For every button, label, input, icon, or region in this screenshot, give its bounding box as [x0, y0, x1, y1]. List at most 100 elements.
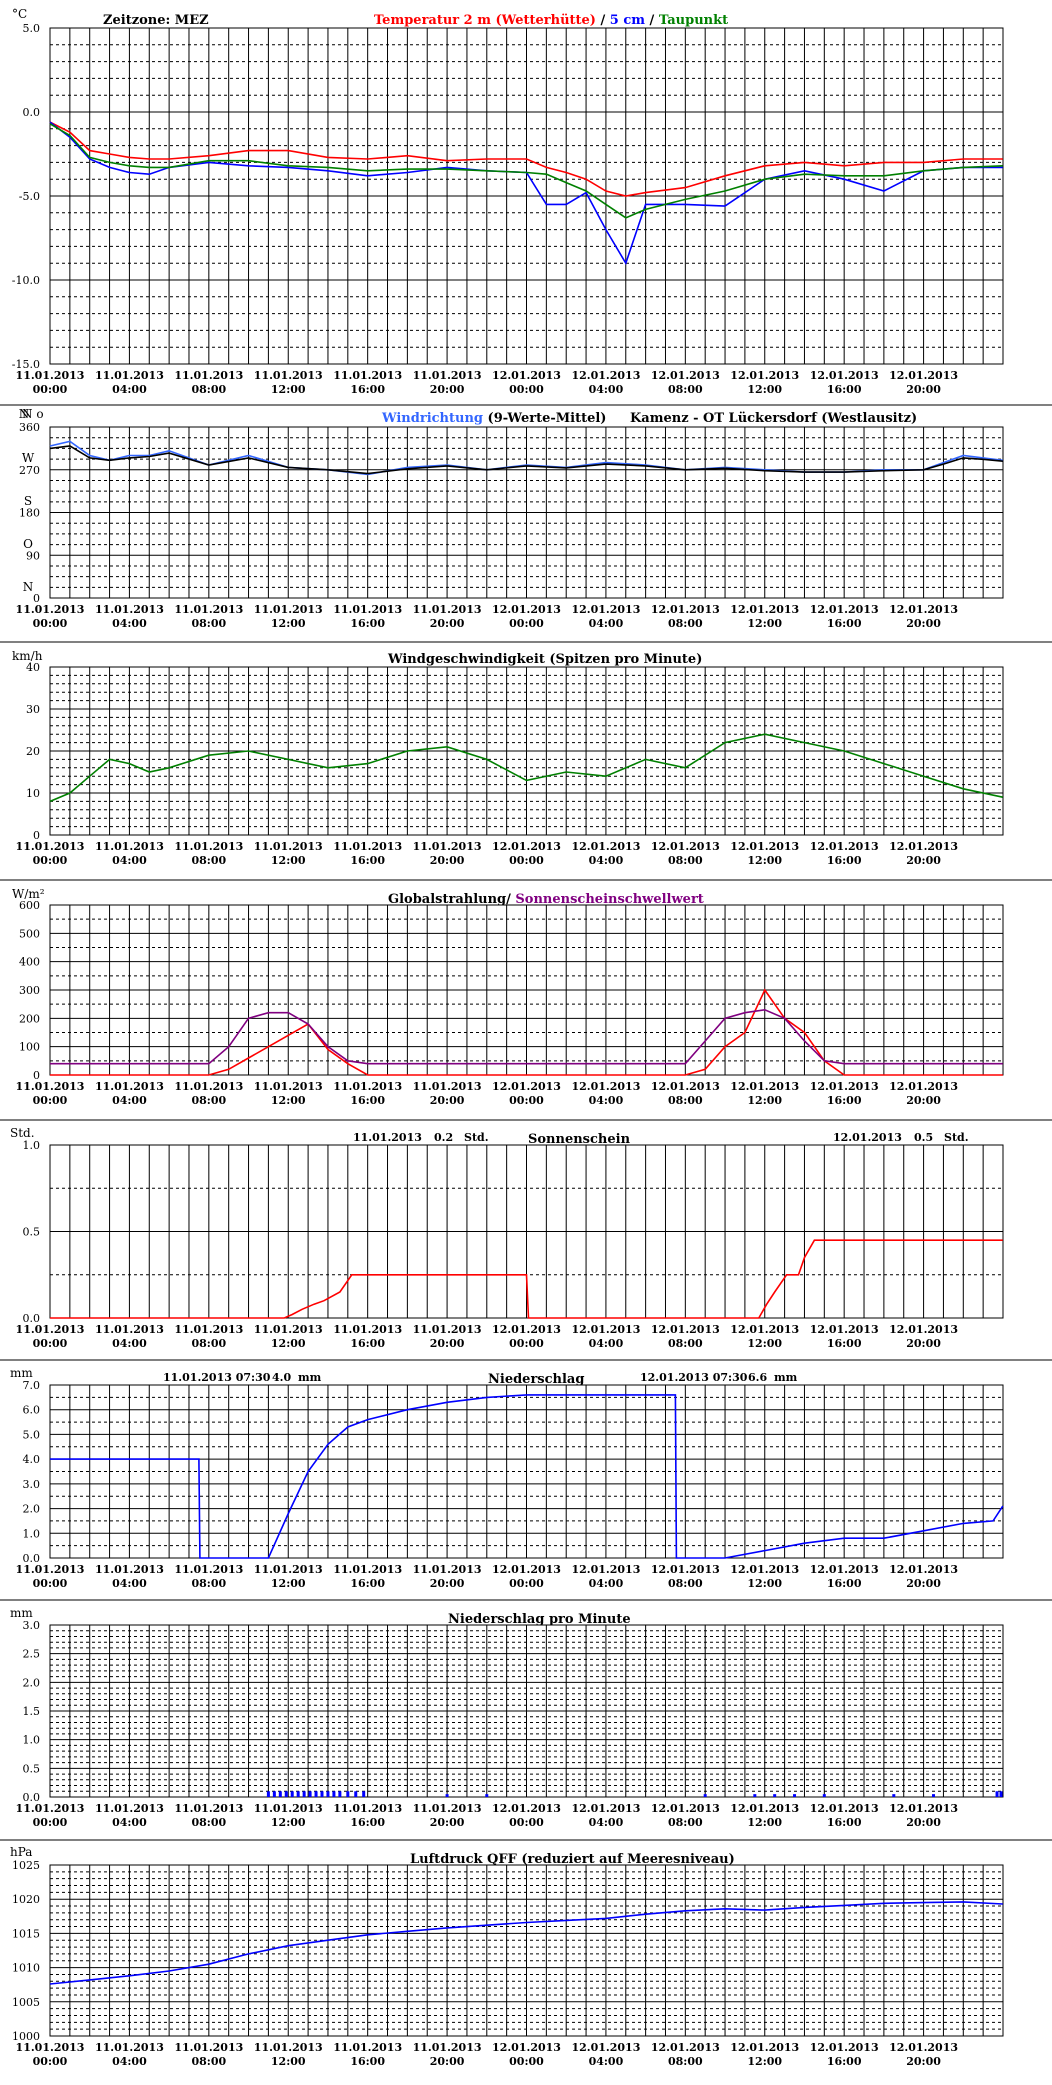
x-tick-time: 08:00 [668, 854, 703, 867]
y-tick-label: 0.0 [23, 1552, 41, 1565]
x-tick-time: 04:00 [589, 1337, 624, 1350]
x-tick-time: 20:00 [430, 1816, 465, 1829]
precip-day1-value: 4.0 [272, 1371, 291, 1384]
temp-legend-sep1: / [596, 13, 610, 28]
radiation-title-purple: Sonnenscheinschwellwert [515, 892, 703, 907]
precip-minute-bar [445, 1794, 449, 1797]
y-tick-label: 0.0 [23, 1312, 41, 1325]
x-tick-date: 11.01.2013 [413, 369, 482, 382]
wind-dir-letter-n-top: N [19, 407, 30, 421]
precip-day1-unit: mm [298, 1371, 322, 1384]
x-tick-time: 16:00 [827, 1094, 862, 1107]
x-tick-date: 11.01.2013 [333, 2041, 402, 2054]
x-tick-date: 11.01.2013 [333, 1323, 402, 1336]
x-tick-time: 12:00 [747, 1094, 782, 1107]
precip-min-title: Niederschlag pro Minute [448, 1612, 631, 1627]
x-tick-date: 11.01.2013 [333, 1802, 402, 1815]
y-tick-label: 0 [33, 1069, 40, 1082]
x-tick-date: 11.01.2013 [95, 1802, 164, 1815]
temp-legend-dew: Taupunkt [659, 13, 728, 28]
x-tick-date: 12.01.2013 [571, 2041, 640, 2054]
x-tick-date: 12.01.2013 [651, 1563, 720, 1576]
y-tick-label: 20 [26, 745, 40, 758]
x-tick-date: 11.01.2013 [16, 2041, 85, 2054]
x-tick-date: 11.01.2013 [16, 1802, 85, 1815]
y-tick-label: 1005 [12, 1996, 40, 2009]
precip-day2-value: 6.6 [748, 1371, 767, 1384]
x-tick-date: 11.01.2013 [95, 840, 164, 853]
x-tick-date: 12.01.2013 [651, 1802, 720, 1815]
x-tick-time: 00:00 [509, 1577, 544, 1590]
precip-min-unit: mm [10, 1606, 33, 1620]
precip-minute-bar [332, 1791, 336, 1797]
x-tick-date: 11.01.2013 [254, 1563, 323, 1576]
x-tick-time: 12:00 [271, 2055, 306, 2068]
y-tick-label: 1000 [12, 2030, 40, 2043]
series-line [50, 988, 1003, 1076]
y-tick-label: 1.0 [23, 1527, 41, 1540]
series-line [49, 733, 1003, 803]
x-tick-time: 16:00 [827, 2055, 862, 2068]
x-tick-time: 08:00 [668, 2055, 703, 2068]
x-tick-date: 11.01.2013 [16, 1563, 85, 1576]
x-tick-time: 04:00 [112, 1337, 147, 1350]
precip-minute-bar [278, 1791, 282, 1797]
x-tick-date: 12.01.2013 [571, 1563, 640, 1576]
sunshine-day1-value: 0.2 [434, 1131, 453, 1144]
x-tick-time: 16:00 [350, 854, 385, 867]
x-tick-date: 12.01.2013 [571, 369, 640, 382]
series-line [49, 121, 1003, 197]
x-tick-time: 12:00 [271, 1577, 306, 1590]
x-tick-date: 11.01.2013 [254, 2041, 323, 2054]
x-tick-time: 08:00 [191, 2055, 226, 2068]
x-tick-date: 11.01.2013 [174, 1080, 243, 1093]
x-tick-date: 11.01.2013 [174, 603, 243, 616]
x-tick-time: 12:00 [271, 1337, 306, 1350]
sunshine-unit: Std. [10, 1126, 35, 1140]
x-tick-date: 12.01.2013 [571, 840, 640, 853]
x-tick-date: 12.01.2013 [651, 1323, 720, 1336]
x-tick-date: 12.01.2013 [492, 369, 561, 382]
x-tick-date: 11.01.2013 [254, 840, 323, 853]
x-tick-time: 08:00 [191, 383, 226, 396]
y-tick-label: 300 [19, 984, 40, 997]
y-tick-label: 0 [33, 829, 40, 842]
pressure-unit: hPa [10, 1845, 32, 1859]
precip-minute-bar [314, 1791, 318, 1797]
sunshine-day1-unit: Std. [464, 1131, 489, 1144]
x-tick-date: 12.01.2013 [651, 603, 720, 616]
x-tick-date: 12.01.2013 [492, 1802, 561, 1815]
x-tick-time: 00:00 [509, 617, 544, 630]
x-tick-date: 11.01.2013 [333, 840, 402, 853]
y-tick-label: 1020 [12, 1893, 40, 1906]
precip-minute-bar [296, 1791, 300, 1797]
x-tick-date: 12.01.2013 [730, 369, 799, 382]
x-tick-time: 12:00 [271, 854, 306, 867]
x-tick-date: 11.01.2013 [413, 1563, 482, 1576]
x-tick-time: 04:00 [589, 383, 624, 396]
x-tick-date: 11.01.2013 [95, 369, 164, 382]
x-tick-time: 04:00 [589, 1816, 624, 1829]
x-tick-date: 11.01.2013 [95, 1323, 164, 1336]
precip-minute-bar [346, 1791, 350, 1797]
x-tick-date: 11.01.2013 [254, 369, 323, 382]
x-tick-time: 04:00 [589, 1094, 624, 1107]
temp-legend-5cm: 5 cm [610, 13, 645, 28]
x-tick-date: 12.01.2013 [889, 1563, 958, 1576]
x-tick-time: 20:00 [430, 383, 465, 396]
temp-legend-sep2: / [645, 13, 659, 28]
x-tick-date: 12.01.2013 [889, 840, 958, 853]
y-tick-label: 1015 [12, 1927, 40, 1940]
x-tick-date: 12.01.2013 [730, 603, 799, 616]
precip-day2-time: 12.01.2013 07:30 [640, 1371, 748, 1384]
x-tick-time: 12:00 [747, 617, 782, 630]
precip-minute-bar [703, 1794, 707, 1797]
x-tick-time: 08:00 [668, 1094, 703, 1107]
x-tick-time: 12:00 [271, 1816, 306, 1829]
precip-minute-bar [320, 1791, 324, 1797]
y-tick-label: 1025 [12, 1859, 40, 1872]
y-tick-label: 0.5 [23, 1762, 41, 1775]
x-tick-date: 11.01.2013 [174, 1802, 243, 1815]
x-tick-date: 11.01.2013 [95, 1080, 164, 1093]
